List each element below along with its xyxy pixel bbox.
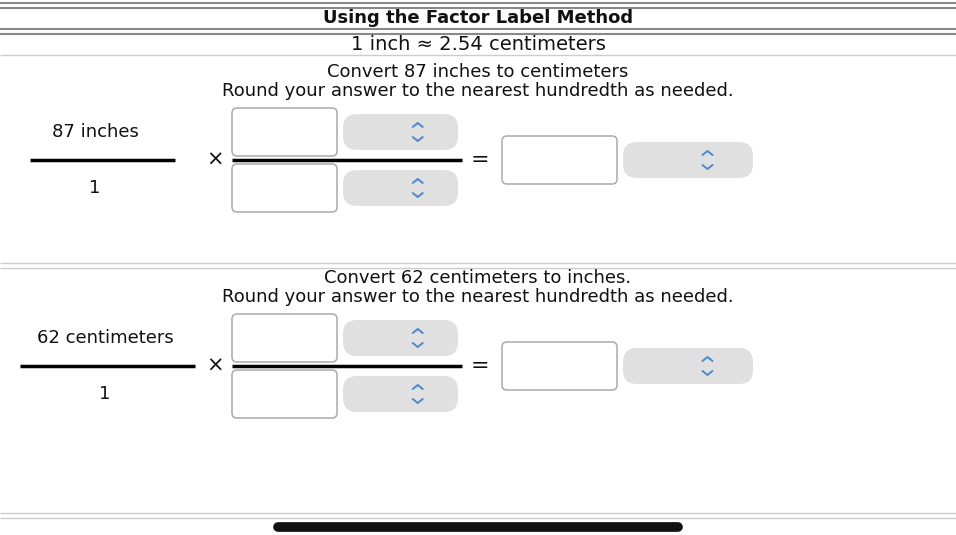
Text: Convert 87 inches to centimeters: Convert 87 inches to centimeters — [327, 63, 629, 81]
Text: =: = — [470, 356, 489, 376]
Text: ×: × — [206, 356, 224, 376]
Text: =: = — [470, 150, 489, 170]
FancyBboxPatch shape — [343, 114, 458, 150]
Text: Round your answer to the nearest hundredth as needed.: Round your answer to the nearest hundred… — [222, 82, 734, 100]
Text: Convert 62 centimeters to inches.: Convert 62 centimeters to inches. — [324, 269, 632, 287]
Text: 1: 1 — [89, 179, 100, 197]
FancyBboxPatch shape — [343, 376, 458, 412]
Text: ×: × — [206, 150, 224, 170]
FancyBboxPatch shape — [502, 342, 617, 390]
FancyBboxPatch shape — [232, 108, 337, 156]
Text: Round your answer to the nearest hundredth as needed.: Round your answer to the nearest hundred… — [222, 288, 734, 306]
FancyBboxPatch shape — [343, 320, 458, 356]
Text: 87 inches: 87 inches — [52, 123, 139, 141]
FancyBboxPatch shape — [232, 164, 337, 212]
FancyBboxPatch shape — [232, 370, 337, 418]
FancyBboxPatch shape — [343, 170, 458, 206]
Text: 62 centimeters: 62 centimeters — [36, 329, 173, 347]
FancyBboxPatch shape — [623, 348, 753, 384]
Text: Using the Factor Label Method: Using the Factor Label Method — [323, 9, 633, 27]
FancyBboxPatch shape — [623, 142, 753, 178]
FancyBboxPatch shape — [232, 314, 337, 362]
Text: 1: 1 — [99, 385, 111, 403]
Text: 1 inch ≈ 2.54 centimeters: 1 inch ≈ 2.54 centimeters — [351, 35, 605, 55]
FancyBboxPatch shape — [502, 136, 617, 184]
